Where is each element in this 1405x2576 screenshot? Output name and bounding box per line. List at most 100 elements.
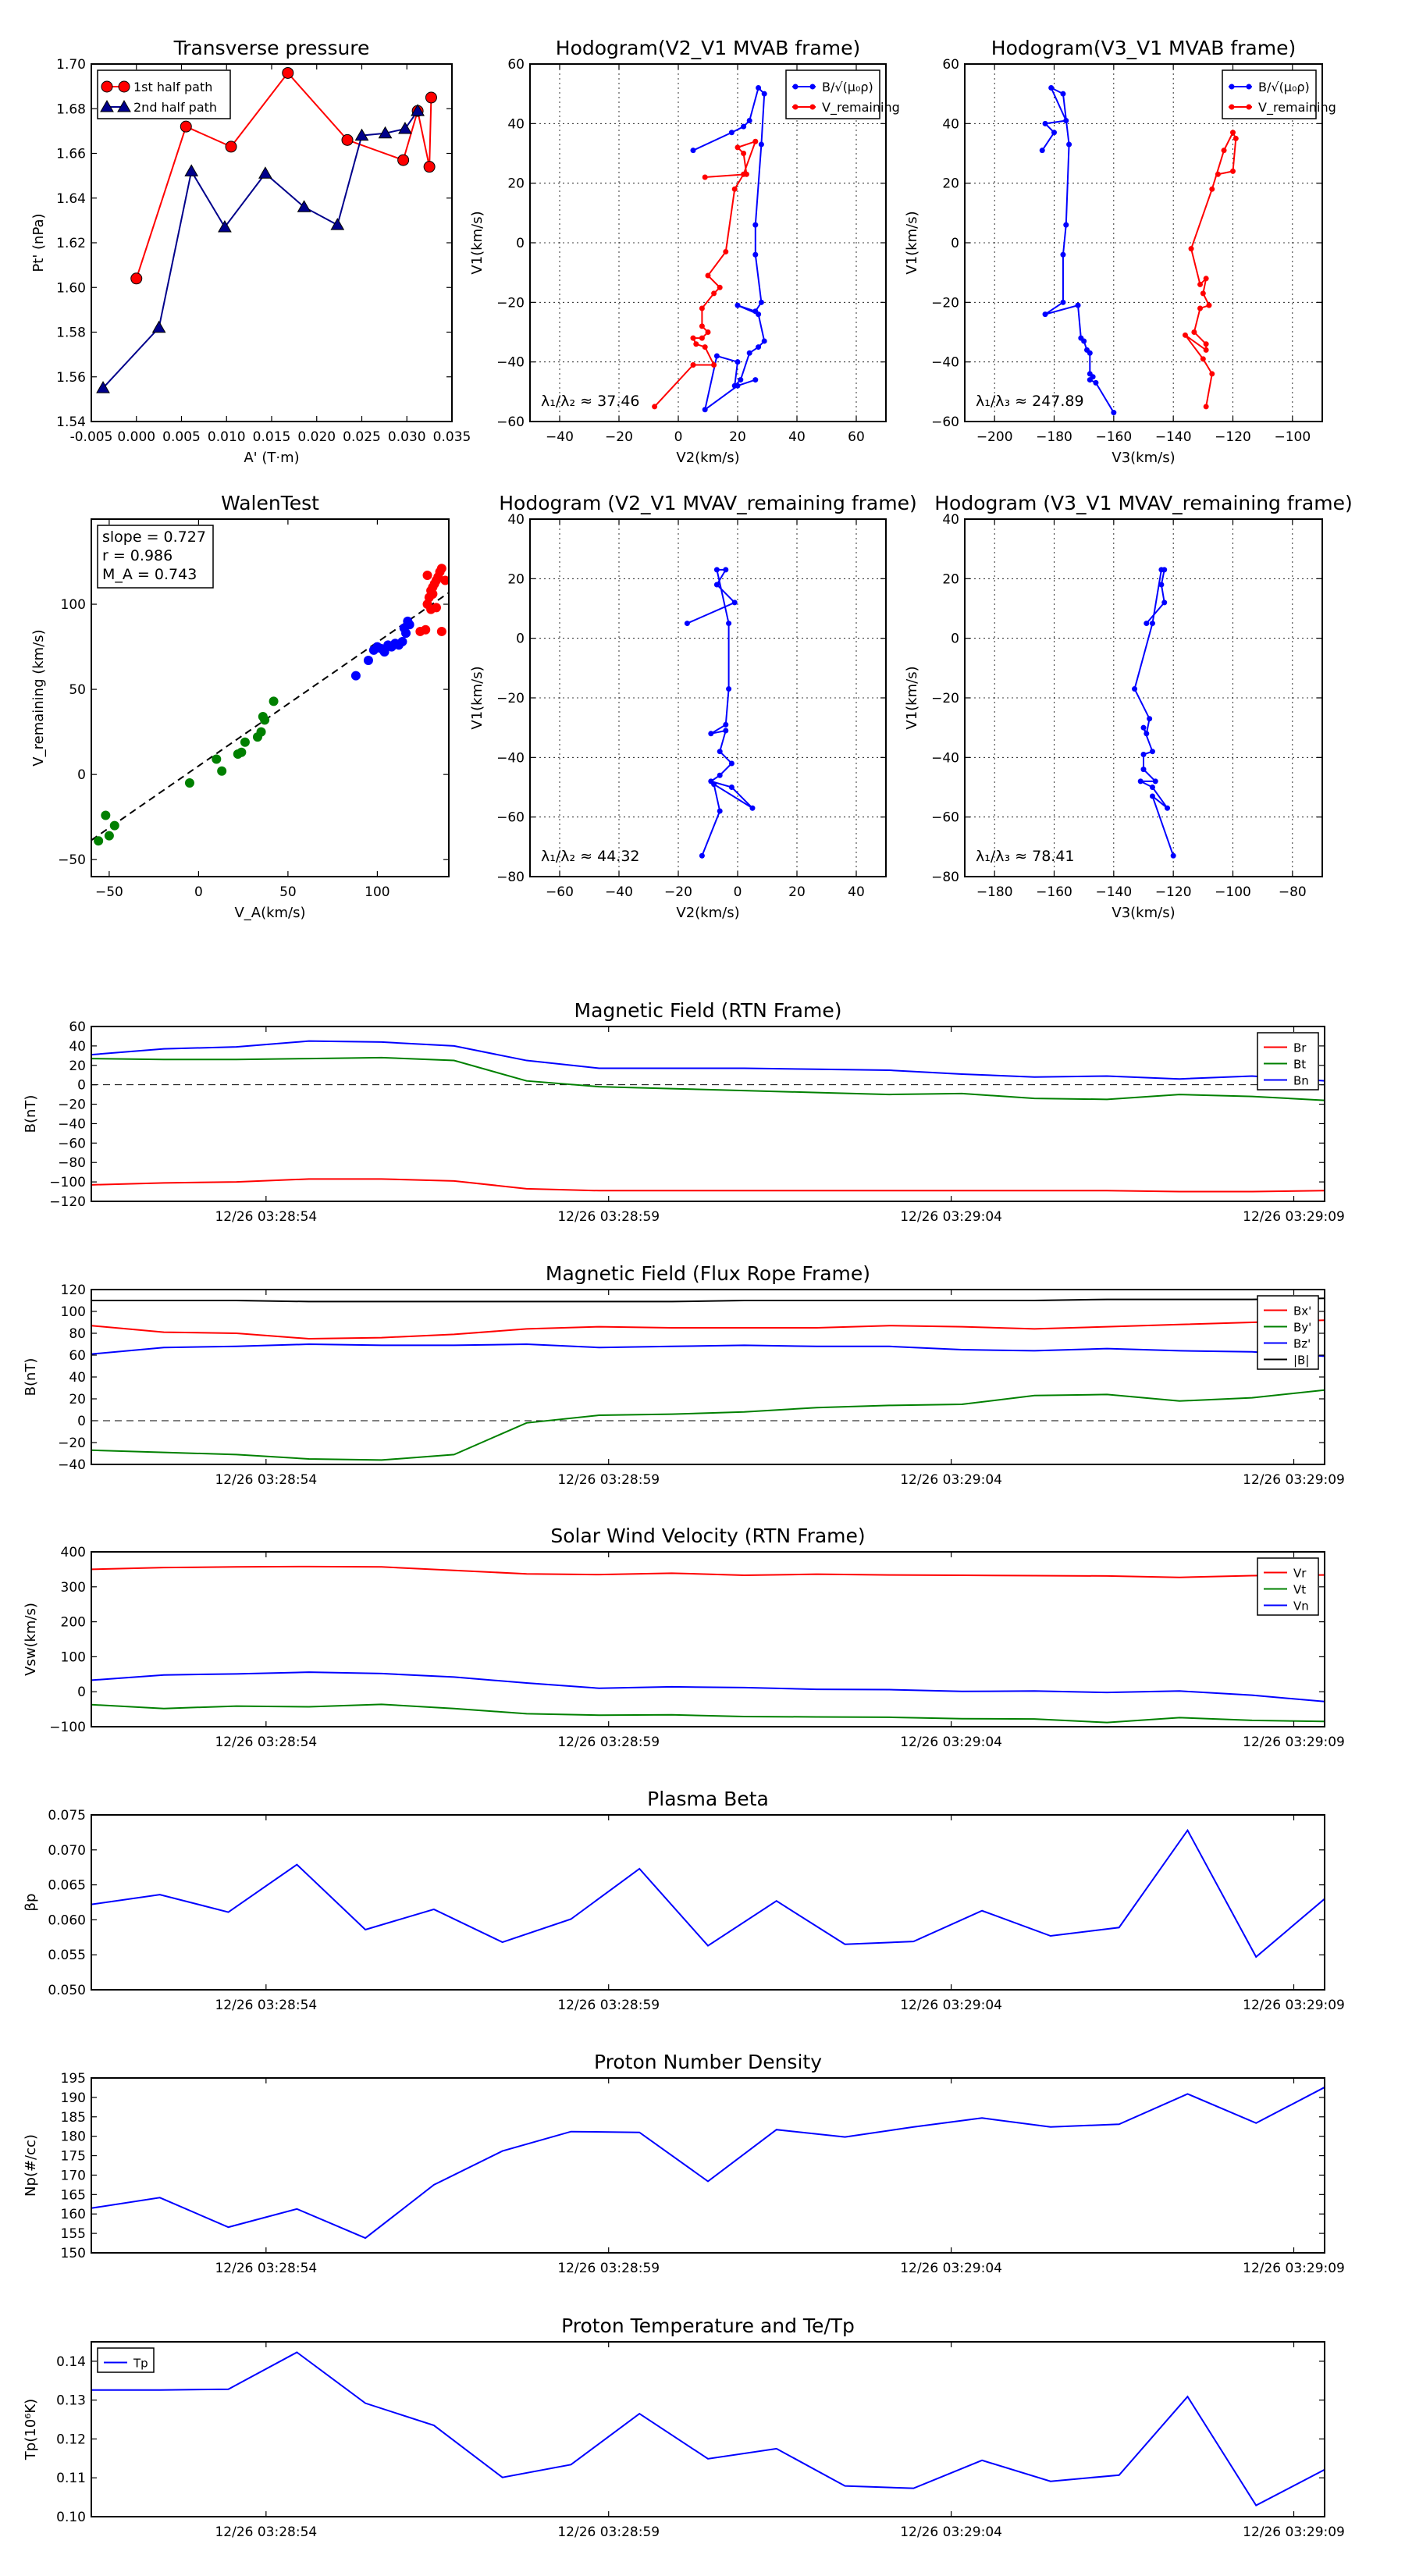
data-layer	[1132, 567, 1176, 859]
x-tick-label: 12/26 03:28:59	[557, 2524, 660, 2540]
y-axis-label: B(nT)	[23, 1358, 39, 1397]
y-tick-label: 0.12	[56, 2432, 86, 2447]
chart-transverse-pressure: -0.005 0.000 0.005 0.010 0.015 0.020 0.025 0.03…	[30, 37, 471, 466]
chart-title: Hodogram(V3_V1 MVAB frame)	[991, 37, 1296, 59]
x-tick-label: 0.035	[433, 429, 471, 445]
legend-label: 2nd half path	[133, 100, 217, 115]
data-point-B/√(μ₀ρ)	[756, 344, 762, 350]
series-line-Vn	[91, 1671, 1325, 1703]
chart-hodogram-v2v1-mvab: −40 −20 0 20 40 60 −60 −40 −20 0 20 40 60 Hodogram(V2…	[469, 37, 900, 466]
data-point-red	[421, 624, 431, 635]
series-line-V_remaining	[1184, 130, 1237, 407]
x-tick-label: 12/26 03:28:59	[557, 1472, 660, 1488]
y-tick-label: 20	[69, 1392, 86, 1407]
chart-solar-wind-velocity: 12/26 03:28:54 12/26 03:28:59 12/26 03:29:…	[23, 1525, 1345, 1750]
y-tick-label: 20	[942, 571, 959, 587]
chart-title: Magnetic Field (RTN Frame)	[574, 999, 842, 1022]
data-point-V_remaining	[1203, 347, 1209, 353]
y-tick-label: 1.68	[56, 101, 86, 117]
y-tick-label: 170	[61, 2168, 86, 2183]
x-tick-label: −160	[1036, 884, 1072, 900]
y-tick-label: 0.065	[48, 1878, 86, 1894]
data-point-V_remaining	[735, 144, 741, 151]
legend-marker	[792, 84, 799, 90]
x-tick-label: 40	[788, 429, 806, 445]
y-tick-label: −40	[58, 1457, 86, 1473]
chart-hodogram-v2v1-mvav: −60 −40 −20 0 20 40−80−60−40−2002040Hodogram …	[469, 492, 917, 921]
y-tick-label: 0.14	[56, 2354, 86, 2370]
data-point-1st half path	[341, 133, 354, 146]
x-tick-label: 12/26 03:29:09	[1243, 1735, 1345, 1750]
legend-marker	[809, 104, 816, 110]
data-point-2nd half path	[297, 200, 311, 212]
y-tick-label: −40	[931, 750, 959, 766]
data-point-B/√(μ₀ρ)	[1087, 350, 1093, 356]
x-tick-label: 12/26 03:28:59	[557, 2261, 660, 2276]
x-axis-label: V3(km/s)	[1112, 450, 1175, 466]
data-point-B/√(μ₀ρ)	[752, 222, 759, 228]
data-point-green	[94, 836, 104, 846]
x-tick-label: 0.000	[117, 429, 155, 445]
y-tick-label: 1.60	[56, 280, 86, 296]
data-point-B/√(μ₀ρ)	[1060, 91, 1066, 97]
y-tick-label: 100	[61, 1304, 86, 1320]
data-point-hodogram	[1152, 778, 1158, 785]
data-point-2nd half path	[96, 381, 110, 393]
y-tick-label: 20	[942, 176, 959, 192]
y-tick-label: 40	[69, 1370, 86, 1386]
x-tick-label: 12/26 03:29:04	[900, 2524, 1002, 2540]
x-tick-label: −140	[1155, 429, 1192, 445]
data-point-V_remaining	[1197, 305, 1204, 311]
series-line-By'	[91, 1389, 1325, 1461]
data-point-1st half path	[130, 272, 143, 285]
y-tick-label: 50	[69, 682, 86, 698]
y-tick-label: 165	[61, 2187, 86, 2203]
data-point-1st half path	[423, 161, 436, 173]
series-line-Tp	[91, 2351, 1325, 2507]
legend: Tp	[97, 2347, 155, 2373]
data-point-B/√(μ₀ρ)	[728, 130, 735, 136]
y-tick-label: 40	[507, 512, 525, 528]
eigenvalue-ratio-annotation: λ₁/λ₃ ≈ 247.89	[976, 393, 1084, 410]
data-point-B/√(μ₀ρ)	[1093, 379, 1099, 386]
chart-title: Plasma Beta	[647, 1788, 769, 1810]
y-tick-label: −40	[931, 355, 959, 371]
legend-label: Bx'	[1293, 1304, 1311, 1318]
y-tick-label: −60	[496, 415, 525, 430]
data-point-hodogram	[1149, 785, 1155, 790]
y-tick-label: 0.13	[56, 2393, 86, 2409]
x-tick-label: −50	[95, 884, 123, 900]
data-point-B/√(μ₀ρ)	[741, 123, 747, 130]
y-axis-label: V1(km/s)	[469, 211, 486, 274]
legend-marker	[809, 84, 816, 90]
data-point-B/√(μ₀ρ)	[1063, 118, 1069, 124]
chart-title: WalenTest	[221, 492, 319, 514]
y-tick-label: 0.070	[48, 1843, 86, 1859]
series-line-Vt	[91, 1703, 1325, 1724]
data-point-V_remaining	[699, 323, 705, 329]
y-tick-label: 1.66	[56, 147, 86, 162]
legend-label: V_remaining	[1258, 100, 1336, 116]
data-point-hodogram	[1158, 582, 1165, 588]
data-point-red	[440, 575, 449, 585]
y-tick-label: 1.70	[56, 57, 86, 73]
data-point-V_remaining	[1191, 329, 1197, 335]
legend-label: B/√(μ₀ρ)	[822, 80, 873, 94]
data-point-red	[422, 570, 432, 580]
data-point-hodogram	[1140, 752, 1147, 758]
chart-title: Hodogram (V3_V1 MVAV_remaining frame)	[934, 492, 1353, 514]
data-point-B/√(μ₀ρ)	[1060, 299, 1066, 305]
series-line-hodogram	[1133, 568, 1175, 856]
data-point-V_remaining	[711, 290, 717, 297]
data-point-hodogram	[1158, 567, 1165, 573]
y-tick-label: 0.11	[56, 2471, 86, 2486]
x-axis-label: A' (T·m)	[244, 450, 299, 466]
legend: Vr Vt Vn	[1257, 1557, 1319, 1616]
data-point-hodogram	[723, 721, 729, 728]
series-line-Bx'	[91, 1319, 1325, 1340]
y-axis-label: Tp(10⁶K)	[23, 2399, 39, 2460]
y-tick-label: 0	[951, 632, 959, 647]
data-layer	[1039, 85, 1239, 416]
data-point-B/√(μ₀ρ)	[1060, 251, 1066, 258]
chart-title: Magnetic Field (Flux Rope Frame)	[546, 1262, 870, 1285]
